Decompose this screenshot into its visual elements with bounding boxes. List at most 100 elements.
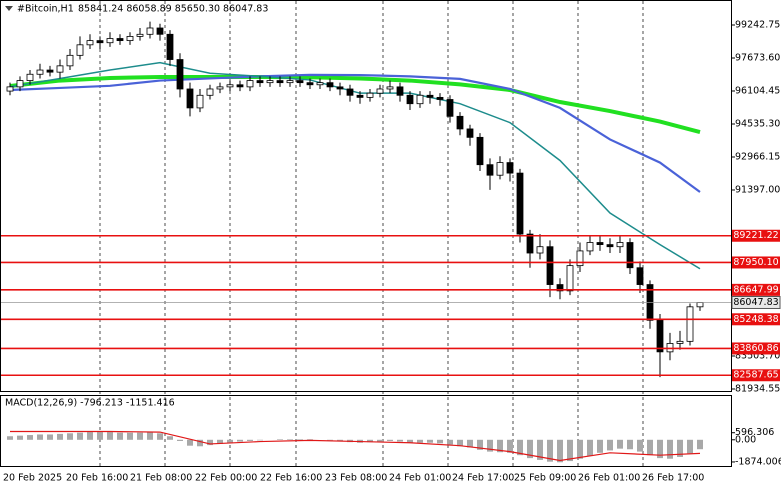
price-pane [0, 0, 732, 392]
macd-bar [467, 439, 473, 448]
macd-bar [457, 439, 463, 447]
candle-body [106, 38, 114, 44]
macd-bar [47, 434, 53, 440]
candle-body [136, 33, 144, 37]
macd-bar [117, 432, 123, 440]
candle-body [326, 82, 334, 88]
macd-bar [167, 436, 173, 440]
y-tick-label: 91397.00 [735, 184, 780, 195]
price-label: 86047.83 [733, 297, 778, 308]
level-label: 83860.86 [733, 343, 778, 354]
candle-body [386, 86, 394, 90]
candle-body [126, 36, 134, 42]
x-tick-label: 25 Feb 09:00 [514, 473, 576, 484]
macd-bar [407, 439, 413, 443]
macd-bar [87, 432, 93, 440]
macd-bar [227, 439, 233, 443]
candle-body [606, 244, 614, 248]
candle-body [506, 162, 514, 174]
level-tag [732, 313, 780, 326]
candle-body [456, 115, 464, 130]
macd-bar [567, 439, 573, 462]
candle-body [256, 80, 264, 84]
candle-body [296, 80, 304, 84]
macd-bar [697, 439, 703, 450]
macd-bar [507, 439, 513, 453]
level-label: 85248.38 [733, 314, 778, 325]
macd-bar [97, 432, 103, 440]
macd-bar [277, 439, 283, 440]
candle-body [616, 242, 624, 248]
symbol-icon [5, 6, 13, 11]
candle-body [686, 306, 694, 342]
candle-body [426, 94, 434, 98]
macd-bar [177, 439, 183, 441]
candle-body [226, 84, 234, 88]
macd-label: MACD(12,26,9) -796.213 -1151.416 [5, 398, 175, 409]
candle-body [316, 82, 324, 86]
macd-bar [577, 439, 583, 459]
level-tag [732, 256, 780, 269]
macd-bar [397, 439, 403, 442]
macd-pane [0, 395, 732, 467]
candle-body [676, 340, 684, 344]
macd-bar [647, 439, 653, 456]
macd-bar [247, 439, 253, 441]
macd-bar [657, 439, 663, 459]
level-label: 89221.22 [733, 230, 778, 241]
y-tick-label: 92966.15 [735, 151, 780, 162]
ohlc-header: 85841.24 86058.89 85650.30 86047.83 [78, 4, 268, 15]
candle-body [346, 88, 354, 96]
macd-bar [667, 439, 673, 459]
macd-bar [617, 439, 623, 449]
candle-body [566, 265, 574, 292]
candle-body [666, 343, 674, 353]
candle-body [206, 88, 214, 96]
level-label: 87950.10 [733, 257, 778, 268]
x-tick-label: 23 Feb 08:00 [325, 473, 387, 484]
candle-body [376, 88, 384, 94]
candle-body [36, 69, 44, 75]
macd-bar [17, 435, 23, 440]
candle-body [476, 136, 484, 166]
candle-body [56, 65, 64, 73]
macd-bar [527, 439, 533, 459]
candle-body [536, 246, 544, 254]
candle-body [26, 73, 34, 81]
macd-bar [387, 439, 393, 441]
macd-bar [107, 432, 113, 440]
macd-bar [597, 439, 603, 453]
candle-body [586, 242, 594, 252]
y-tick-label: 0.00 [735, 434, 756, 445]
macd-bar [377, 439, 383, 442]
candle-body [626, 242, 634, 269]
y-tick-label: 83503.70 [735, 350, 780, 361]
x-tick-label: 26 Feb 01:00 [578, 473, 640, 484]
y-tick-label: 99242.75 [735, 19, 780, 30]
level-label: 86647.99 [733, 284, 778, 295]
x-tick-label: 22 Feb 16:00 [260, 473, 322, 484]
macd-bar [327, 439, 333, 441]
macd-bar [337, 439, 343, 441]
candle-body [406, 94, 414, 105]
macd-bar [417, 439, 423, 443]
candle-body [196, 94, 204, 109]
candle-body [486, 164, 494, 176]
candle-body [696, 302, 704, 308]
macd-bar [427, 439, 433, 443]
candle-body [116, 38, 124, 42]
x-tick-label: 24 Feb 17:00 [452, 473, 514, 484]
candle-body [216, 86, 224, 90]
candle-body [156, 27, 164, 35]
macd-bar [587, 439, 593, 456]
macd-bar [367, 439, 373, 443]
macd-bar [147, 432, 153, 440]
candle-body [306, 82, 314, 86]
macd-bar [237, 439, 243, 442]
candle-body [396, 86, 404, 96]
level-tag [732, 369, 780, 382]
level-tag [732, 229, 780, 242]
chart-title: #Bitcoin,H1 [17, 4, 74, 15]
